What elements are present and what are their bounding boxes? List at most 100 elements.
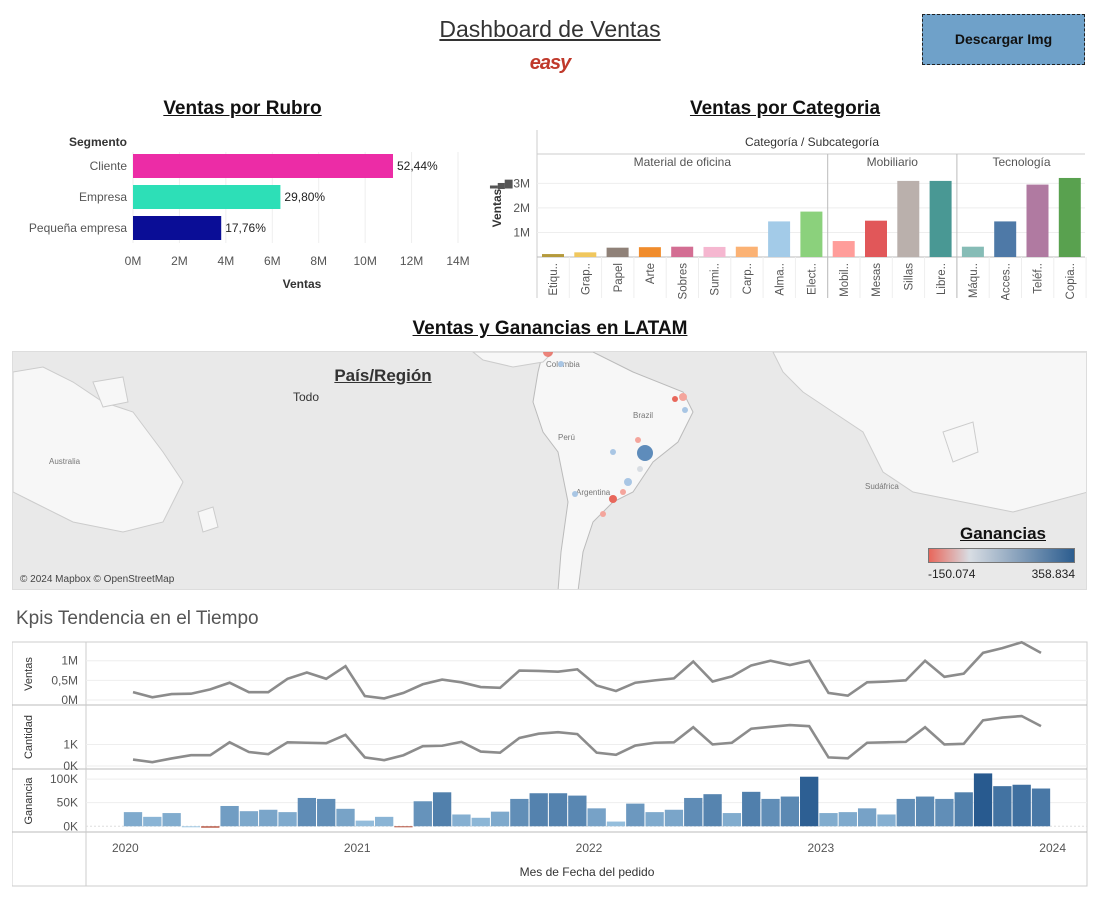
ganancia-bar[interactable] <box>935 798 954 827</box>
kpi-section-title: Kpis Tendencia en el Tiempo <box>16 608 259 629</box>
ganancia-bar[interactable] <box>684 797 703 827</box>
ganancia-bar[interactable] <box>432 792 452 827</box>
cat-bar[interactable] <box>897 180 920 257</box>
cat-bar[interactable] <box>1026 184 1049 257</box>
ganancia-bar[interactable] <box>993 786 1012 827</box>
ganancia-bar[interactable] <box>915 796 935 827</box>
ganancia-bar[interactable] <box>877 814 896 827</box>
map-bubble[interactable] <box>635 437 641 443</box>
ganancia-bar[interactable] <box>606 821 626 827</box>
ganancia-bar[interactable] <box>471 817 490 827</box>
cat-bar[interactable] <box>832 241 855 257</box>
cat-bar[interactable] <box>671 246 694 257</box>
cat-bar[interactable] <box>929 180 952 257</box>
kpi-y-tick: 0K <box>63 819 78 833</box>
rubro-bar[interactable] <box>133 185 281 209</box>
ganancia-bar[interactable] <box>761 798 780 827</box>
ganancia-bar[interactable] <box>742 791 761 827</box>
map-bubble[interactable] <box>609 495 617 503</box>
ganancia-bar[interactable] <box>568 795 587 827</box>
map-bubble[interactable] <box>624 478 632 486</box>
ganancia-bar[interactable] <box>413 801 432 827</box>
map-bubble[interactable] <box>558 361 564 367</box>
cat-bar[interactable] <box>542 254 564 257</box>
ganancia-bar[interactable] <box>645 812 664 827</box>
map-bubble[interactable] <box>637 466 643 472</box>
ganancia-bar[interactable] <box>181 826 201 828</box>
ganancia-bar[interactable] <box>1031 788 1051 827</box>
ganancia-bar[interactable] <box>664 809 684 827</box>
ganancia-bar[interactable] <box>800 776 819 827</box>
ganancia-bar[interactable] <box>239 811 259 827</box>
ganancia-bar[interactable] <box>317 798 336 827</box>
ganancia-bar[interactable] <box>780 796 800 827</box>
cat-subcategory-label: Papel <box>613 263 625 292</box>
ganancia-bar[interactable] <box>548 793 568 827</box>
map-bubble[interactable] <box>682 407 688 413</box>
ganancia-bar[interactable] <box>587 808 606 827</box>
cat-bar[interactable] <box>606 247 629 257</box>
map-section-title: Ventas y Ganancias en LATAM <box>412 318 688 339</box>
rubro-bar[interactable] <box>133 154 393 178</box>
kpi-y-tick: 100K <box>50 772 78 786</box>
ganancia-bar[interactable] <box>297 797 317 827</box>
ganancia-bar[interactable] <box>722 813 742 827</box>
ganancia-bar[interactable] <box>162 813 181 827</box>
cat-bar[interactable] <box>735 246 758 257</box>
ganancia-bar[interactable] <box>490 811 510 827</box>
cat-subcategory-label: Teléf.. <box>1033 263 1045 294</box>
ganancia-bar[interactable] <box>896 798 915 827</box>
rubro-bar[interactable] <box>133 216 222 240</box>
map-attribution[interactable]: © 2024 Mapbox © OpenStreetMap <box>20 574 175 585</box>
map-bubble[interactable] <box>679 393 687 401</box>
ganancia-bar[interactable] <box>123 812 143 827</box>
ganancia-bar[interactable] <box>973 773 993 827</box>
cat-bar[interactable] <box>638 247 661 257</box>
cat-bar[interactable] <box>865 220 887 257</box>
map-bubble[interactable] <box>672 396 678 402</box>
map-bubble[interactable] <box>543 352 553 357</box>
ganancia-bar[interactable] <box>838 812 857 827</box>
ganancia-bar[interactable] <box>394 826 413 828</box>
cat-bar[interactable] <box>961 246 984 257</box>
ganancia-bar[interactable] <box>954 792 973 827</box>
ganancia-bar[interactable] <box>452 814 471 827</box>
ganancia-bar[interactable] <box>1012 784 1031 827</box>
kpi-series-line[interactable] <box>132 640 1042 700</box>
kpi-series-line[interactable] <box>132 714 1042 764</box>
ganancia-bar[interactable] <box>336 808 355 827</box>
rubro-x-tick: 14M <box>446 254 469 268</box>
country-filter-value[interactable]: Todo <box>293 390 320 404</box>
ganancia-bar[interactable] <box>201 826 220 828</box>
cat-bar[interactable] <box>800 211 823 257</box>
map-bubble[interactable] <box>600 511 606 517</box>
ganancia-bar[interactable] <box>857 808 877 827</box>
ganancia-bar[interactable] <box>703 794 722 827</box>
map-bubble[interactable] <box>637 445 653 461</box>
ganancia-bar[interactable] <box>278 812 297 827</box>
cat-bar[interactable] <box>994 221 1017 257</box>
map-bubble[interactable] <box>572 491 578 497</box>
map-bubble[interactable] <box>620 489 626 495</box>
ganancia-bar[interactable] <box>143 816 162 827</box>
ganancia-bar[interactable] <box>220 805 239 827</box>
categoria-bar-chart: Categoría / Subcategoría 1M 2M 3M▂▄▆ Materi… <box>489 130 1087 300</box>
cat-bar[interactable] <box>1058 177 1081 257</box>
ganancia-bar[interactable] <box>529 793 548 827</box>
map-bubble[interactable] <box>610 449 616 455</box>
cat-bar[interactable] <box>574 252 597 257</box>
download-image-button[interactable]: Descargar Img <box>922 14 1085 65</box>
cat-bar[interactable] <box>703 246 726 257</box>
ganancia-bar[interactable] <box>259 809 278 827</box>
bar-chart-icon: ▂▄▆ <box>489 178 513 190</box>
ganancia-bar[interactable] <box>626 803 645 827</box>
cat-subcategory-label: Copia.. <box>1065 263 1077 299</box>
label-australia: Australia <box>49 457 81 466</box>
latam-map[interactable]: Australia Perú Brazil Argentina Colombia… <box>12 351 1087 590</box>
ganancia-bar[interactable] <box>355 820 374 827</box>
ganancia-bar[interactable] <box>510 798 529 827</box>
rubro-data-label: 52,44% <box>397 159 438 173</box>
cat-bar[interactable] <box>768 221 791 257</box>
ganancia-bar[interactable] <box>819 813 838 827</box>
ganancia-bar[interactable] <box>374 816 394 827</box>
